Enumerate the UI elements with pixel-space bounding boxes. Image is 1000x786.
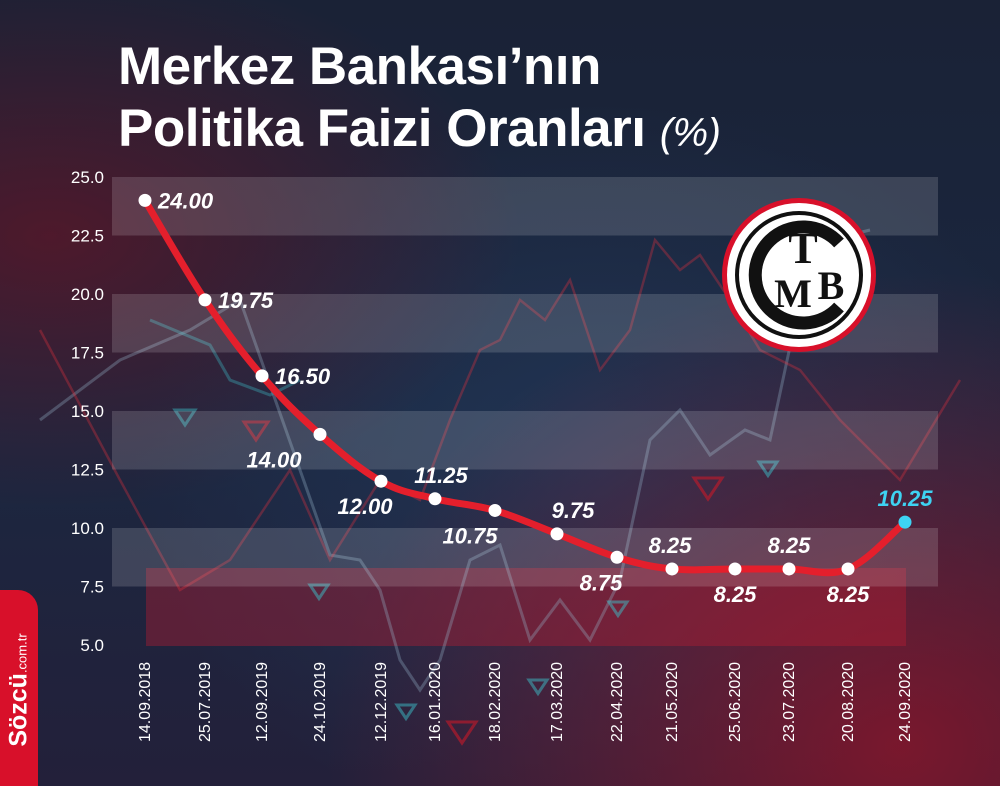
y-axis: 5.0 7.5 10.0 12.5 15.0 17.5 20.0 22.5 25.0 (71, 168, 104, 655)
title-line-2: Politika Faizi Oranları (118, 99, 646, 158)
data-point (610, 550, 624, 564)
down-triangle-icon (394, 703, 418, 722)
data-label: 8.25 (714, 582, 758, 607)
down-triangle-icon (172, 408, 198, 428)
background-grey-trend (39, 228, 871, 693)
data-label: 12.00 (337, 494, 393, 519)
data-point (728, 562, 742, 576)
y-tick-label: 12.5 (71, 461, 104, 480)
data-point (665, 562, 679, 576)
data-labels: 24.00 19.75 16.50 14.00 12.00 11.25 10.75 9.75 8… (157, 188, 933, 607)
data-point (198, 293, 212, 307)
brand-name: Sözcü (4, 673, 33, 747)
down-triangle-icon (606, 600, 630, 619)
data-point (428, 492, 442, 506)
tcmb-emblem-icon: T M B (735, 211, 863, 339)
data-label: 8.75 (580, 570, 624, 595)
x-tick-label: 21.05.2020 (664, 662, 681, 742)
down-triangle-icon (756, 460, 780, 479)
chart-title: Merkez Bankası’nın Politika Faizi Oranla… (118, 36, 721, 164)
x-tick-label: 24.10.2019 (312, 662, 329, 742)
data-label: 11.25 (414, 463, 468, 488)
x-tick-label: 18.02.2020 (487, 662, 504, 742)
down-triangle-icon (691, 476, 725, 502)
x-tick-label: 12.09.2019 (254, 662, 271, 742)
down-triangle-icon (307, 583, 331, 602)
down-triangle-icon (445, 720, 479, 746)
svg-text:M: M (774, 271, 812, 316)
data-point (898, 515, 912, 529)
data-point (550, 527, 564, 541)
background-red-panel (146, 568, 906, 646)
data-label: 19.75 (218, 288, 274, 313)
brand-domain: .com.tr (14, 633, 30, 674)
data-label: 8.25 (768, 533, 812, 558)
grid-band (112, 411, 938, 470)
y-tick-label: 17.5 (71, 344, 104, 363)
data-point (138, 193, 152, 207)
data-label: 9.75 (552, 498, 596, 523)
rate-markers (138, 193, 912, 576)
sozcu-brand-tab: Sözcü.com.tr (0, 590, 38, 786)
x-tick-label: 25.06.2020 (727, 662, 744, 742)
y-tick-label: 5.0 (80, 636, 104, 655)
background-red-trend (38, 237, 962, 592)
data-label: 24.00 (157, 188, 214, 213)
down-triangle-icon (526, 678, 550, 697)
data-point (255, 369, 269, 383)
x-tick-label: 24.09.2020 (897, 662, 914, 742)
y-tick-label: 15.0 (71, 402, 104, 421)
y-tick-label: 20.0 (71, 285, 104, 304)
x-tick-label: 14.09.2018 (137, 662, 154, 742)
x-tick-label: 25.07.2019 (197, 662, 214, 742)
data-point (782, 562, 796, 576)
x-tick-label: 22.04.2020 (609, 662, 626, 742)
background-market-lines (38, 228, 962, 746)
data-label: 16.50 (275, 364, 331, 389)
grid-band (112, 528, 938, 587)
x-tick-label: 20.08.2020 (840, 662, 857, 742)
data-label: 8.25 (827, 582, 871, 607)
y-tick-label: 7.5 (80, 578, 104, 597)
x-tick-label: 16.01.2020 (427, 662, 444, 742)
data-point (488, 503, 502, 517)
data-label: 14.00 (246, 447, 302, 472)
data-point (841, 562, 855, 576)
background-teal-trend (149, 318, 301, 397)
data-label: 8.25 (649, 533, 693, 558)
title-unit: (%) (659, 111, 721, 155)
data-point (313, 427, 327, 441)
data-point (374, 474, 388, 488)
data-label: 10.25 (877, 486, 933, 511)
x-axis: 14.09.2018 25.07.2019 12.09.2019 24.10.2019… (137, 662, 914, 742)
y-tick-label: 25.0 (71, 168, 104, 187)
svg-text:B: B (818, 263, 845, 308)
svg-text:T: T (788, 224, 817, 273)
x-tick-label: 12.12.2019 (373, 662, 390, 742)
data-label: 10.75 (442, 523, 498, 548)
title-line-1: Merkez Bankası’nın (118, 37, 601, 96)
y-tick-label: 22.5 (71, 227, 104, 246)
x-tick-label: 23.07.2020 (781, 662, 798, 742)
y-tick-label: 10.0 (71, 519, 104, 538)
x-tick-label: 17.03.2020 (549, 662, 566, 742)
tcmb-logo: T M B (727, 203, 871, 347)
down-triangle-icon (241, 420, 271, 443)
